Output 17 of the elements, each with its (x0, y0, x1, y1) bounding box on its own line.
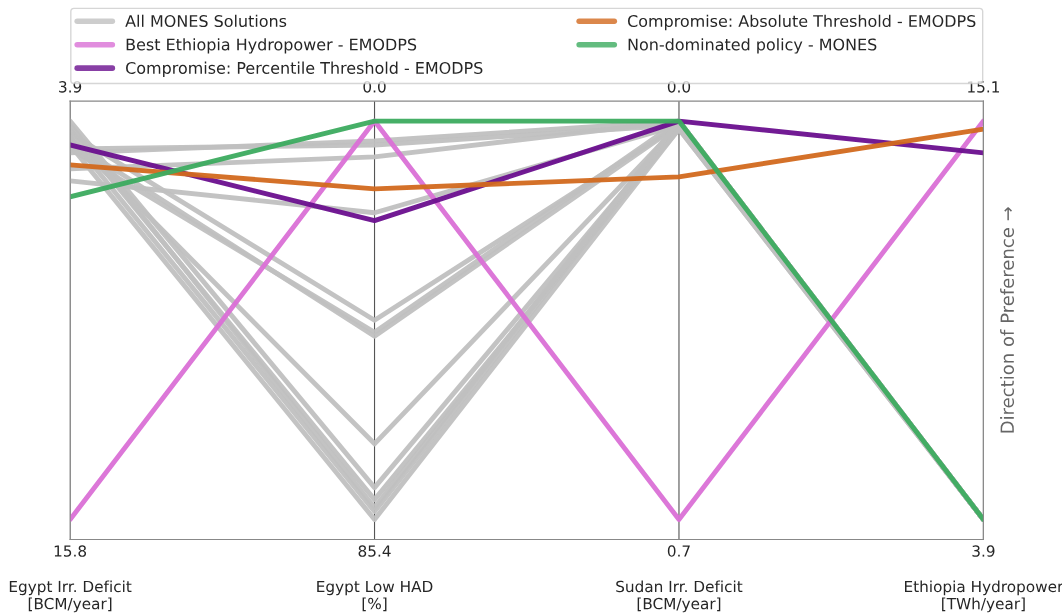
y-axis-title: Direction of Preference → (1000, 207, 1015, 433)
legend-label: All MONES Solutions (125, 14, 287, 28)
legend-label: Non-dominated policy - MONES (628, 38, 877, 54)
legend-label: Best Ethiopia Hydropower - EMODPS (126, 38, 417, 54)
text: 85.4 (358, 545, 391, 557)
text: 3.9 (59, 81, 82, 93)
x-tick-label: Egypt Low HAD [%] (317, 580, 433, 612)
text: 3.9 (972, 545, 995, 557)
x-tick-label: Sudan Irr. Deficit [BCM/year] (616, 580, 743, 613)
text: 0.0 (363, 81, 386, 93)
text: 15.8 (54, 545, 87, 557)
text: 0.7 (667, 545, 690, 557)
legend-label: Compromise: Absolute Threshold - EMODPS (627, 14, 976, 31)
x-tick-label: Egypt Irr. Deficit [BCM/year] (9, 580, 132, 613)
legend-label: Compromise: Percentile Threshold - EMODPS (126, 61, 483, 78)
text: 15.1 (968, 81, 1000, 93)
text: 0.0 (667, 81, 691, 93)
